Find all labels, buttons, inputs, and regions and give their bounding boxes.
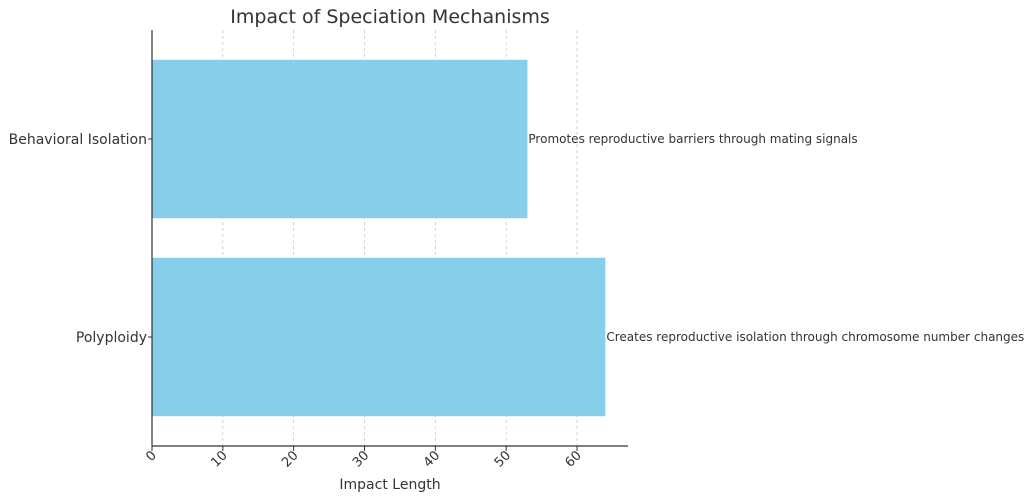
category-labels: Behavioral Isolation Polyploidy: [9, 132, 152, 346]
x-tick-label: 40: [421, 448, 443, 470]
x-tick-label: 20: [279, 448, 301, 470]
x-tick-label: 30: [350, 448, 372, 470]
bar-annotations: Promotes reproductive barriers through m…: [528, 132, 1024, 344]
x-tick-label: 10: [208, 448, 230, 470]
x-axis-label: Impact Length: [339, 477, 440, 493]
bar-annotation: Promotes reproductive barriers through m…: [528, 132, 857, 146]
x-axis-ticks: 0 10 20 30 40 50 60: [143, 446, 585, 471]
bar: [152, 59, 528, 219]
x-tick-label: 0: [143, 448, 159, 464]
category-label: Behavioral Isolation: [9, 132, 147, 148]
chart-title: Impact of Speciation Mechanisms: [230, 6, 550, 28]
bar-annotation: Creates reproductive isolation through c…: [606, 330, 1024, 344]
category-label: Polyploidy: [76, 330, 147, 346]
x-tick-label: 60: [563, 448, 585, 470]
bar: [152, 257, 606, 417]
bars: [152, 59, 606, 417]
x-tick-label: 50: [492, 448, 514, 470]
